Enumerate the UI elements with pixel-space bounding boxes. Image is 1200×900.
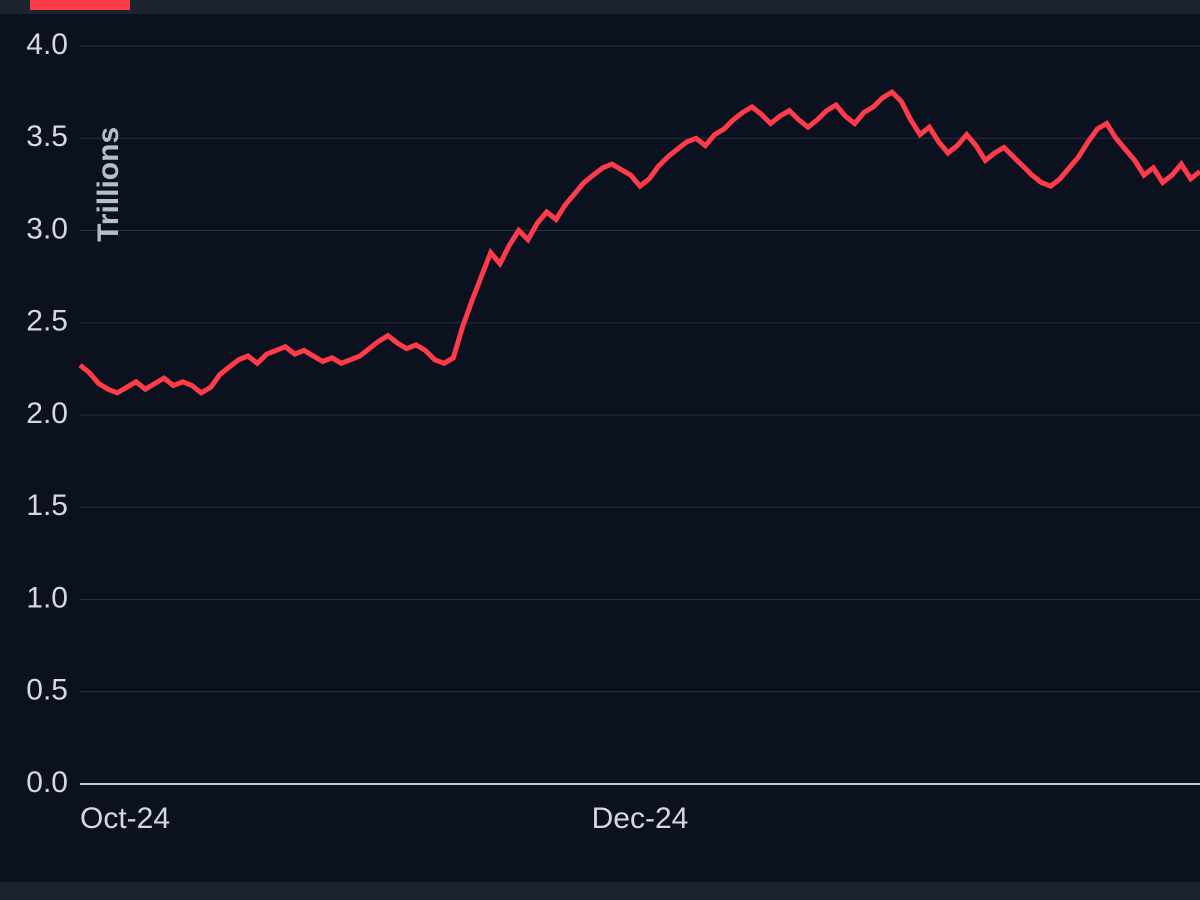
y-axis-ticks: 0.0 0.5 1.0 1.5 2.0 2.5 3.0 3.5 4.0	[26, 28, 68, 799]
x-tick-label: Oct-24	[80, 802, 170, 835]
y-tick-label: 4.0	[26, 28, 68, 61]
gridlines	[80, 46, 1200, 692]
chart-svg: 0.0 0.5 1.0 1.5 2.0 2.5 3.0 3.5 4.0 Trillions Oc…	[0, 14, 1200, 882]
legend-swatch	[30, 0, 130, 10]
line-series	[80, 92, 1200, 393]
top-bar	[0, 0, 1200, 14]
chart-container: 0.0 0.5 1.0 1.5 2.0 2.5 3.0 3.5 4.0 Trillions Oc…	[0, 0, 1200, 900]
y-tick-label: 0.0	[26, 766, 68, 799]
y-tick-label: 3.0	[26, 212, 68, 245]
y-tick-label: 3.5	[26, 120, 68, 153]
y-tick-label: 1.5	[26, 489, 68, 522]
x-axis-ticks: Oct-24 Dec-24	[80, 802, 688, 835]
bottom-bar	[0, 882, 1200, 900]
y-tick-label: 1.0	[26, 581, 68, 614]
y-tick-label: 2.0	[26, 397, 68, 430]
y-tick-label: 2.5	[26, 305, 68, 338]
x-tick-label: Dec-24	[592, 802, 689, 835]
y-tick-label: 0.5	[26, 674, 68, 707]
chart-plot-wrap: 0.0 0.5 1.0 1.5 2.0 2.5 3.0 3.5 4.0 Trillions Oc…	[0, 14, 1200, 882]
y-axis-title: Trillions	[92, 127, 125, 242]
